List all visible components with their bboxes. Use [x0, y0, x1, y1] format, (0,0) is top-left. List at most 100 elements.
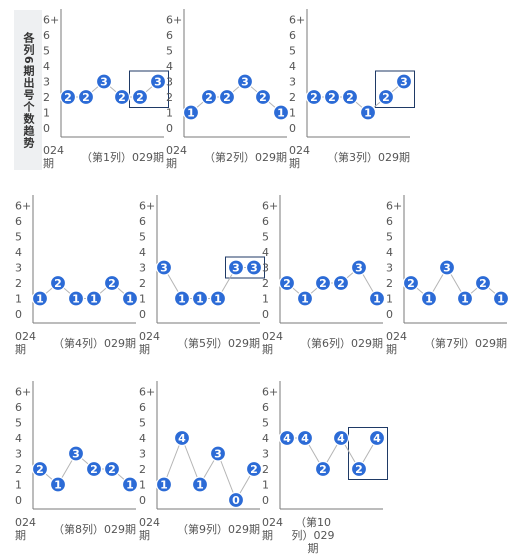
data-point [368, 290, 386, 307]
x-start-label: 024 期 [386, 330, 407, 356]
y-tick-label: 5 [139, 231, 146, 244]
y-tick-label: 5 [43, 45, 50, 58]
data-point [31, 290, 49, 307]
data-point-label: 2 [54, 277, 62, 290]
y-tick-label: 5 [262, 417, 269, 430]
data-point [254, 88, 272, 106]
data-point-label: 3 [443, 262, 451, 275]
y-tick-label: 4 [386, 246, 393, 259]
data-point-label: 1 [90, 293, 98, 306]
data-point [200, 88, 218, 106]
data-point [377, 88, 395, 106]
data-point-label: 1 [461, 293, 469, 306]
y-tick-label: 6 [289, 29, 296, 42]
y-tick-label: 6 [43, 29, 50, 42]
data-point-label: 1 [54, 479, 62, 492]
y-tick-label: 1 [139, 293, 146, 306]
y-tick-label: 6+ [15, 386, 31, 399]
recent-period-highlight [129, 70, 169, 108]
data-point-label: 3 [355, 262, 363, 275]
data-point-label: 2 [118, 91, 126, 104]
x-end-label: （第7列）029期 [424, 336, 507, 350]
data-point-label: 3 [241, 76, 249, 89]
data-point-label: 0 [232, 494, 240, 507]
y-tick-label: 0 [43, 122, 50, 135]
data-point [456, 290, 474, 307]
data-point-label: 2 [108, 463, 116, 476]
y-tick-label: 0 [139, 308, 146, 321]
y-tick-label: 3 [139, 448, 146, 461]
y-tick-label: 2 [15, 463, 22, 476]
data-point [323, 88, 341, 106]
data-point-label: 2 [310, 91, 318, 104]
data-point-label: 2 [223, 91, 231, 104]
data-point [359, 104, 377, 121]
y-tick-label: 0 [15, 308, 22, 321]
y-tick-label: 4 [15, 432, 22, 445]
x-start-label: 024 期 [262, 516, 283, 542]
y-tick-label: 0 [166, 122, 173, 135]
y-tick-label: 0 [289, 122, 296, 135]
y-tick-label: 6+ [139, 200, 155, 213]
recent-period-highlight [348, 427, 388, 480]
data-point [305, 88, 323, 106]
chart-side-title: 各列6期出号个数趋势 [14, 10, 42, 170]
y-tick-label: 5 [289, 45, 296, 58]
y-tick-label: 6 [15, 215, 22, 228]
y-tick-label: 6 [262, 215, 269, 228]
data-point [59, 88, 77, 106]
data-point-label: 2 [205, 91, 213, 104]
y-tick-label: 5 [386, 231, 393, 244]
data-point [182, 104, 200, 121]
data-point-label: 2 [346, 91, 354, 104]
recent-period-highlight [225, 256, 265, 279]
data-point-label: 3 [160, 262, 168, 275]
y-tick-label: 4 [262, 432, 269, 445]
x-end-label: （第3列）029期 [327, 150, 410, 164]
x-end-label: （第5列）029期 [177, 336, 260, 350]
y-tick-label: 6+ [15, 200, 31, 213]
data-point [121, 290, 139, 307]
data-point [278, 274, 296, 292]
y-tick-label: 4 [139, 246, 146, 259]
data-point-label: 1 [178, 293, 186, 306]
y-tick-label: 0 [386, 308, 393, 321]
data-point-label: 2 [337, 277, 345, 290]
data-point-label: 1 [364, 107, 372, 120]
data-point-label: 1 [497, 293, 505, 306]
x-start-label: 024 期 [139, 516, 160, 542]
data-point [49, 476, 67, 493]
data-point-label: 1 [214, 293, 222, 306]
data-point [85, 460, 103, 478]
data-point-label: 2 [479, 277, 487, 290]
data-point-label: 1 [72, 293, 80, 306]
data-point-label: 3 [100, 76, 108, 89]
data-point [67, 445, 85, 462]
data-point [155, 476, 173, 493]
data-point-label: 1 [126, 293, 134, 306]
data-point-label: 3 [154, 76, 162, 89]
data-point-label: 1 [187, 107, 195, 120]
y-tick-label: 1 [139, 479, 146, 492]
x-start-label: 024 期 [289, 144, 310, 170]
y-tick-label: 1 [262, 293, 269, 306]
data-point [67, 290, 85, 307]
y-tick-label: 6+ [166, 14, 182, 27]
data-point [227, 491, 245, 509]
y-tick-label: 5 [166, 45, 173, 58]
data-point-label: 4 [178, 432, 186, 445]
data-point-label: 3 [400, 76, 408, 89]
data-point [245, 259, 263, 276]
data-point [332, 429, 350, 447]
y-tick-label: 6 [166, 29, 173, 42]
data-point [191, 290, 209, 307]
y-tick-label: 4 [166, 60, 173, 73]
x-end-label: （第10 列）029 期 [292, 515, 335, 555]
data-point [296, 290, 314, 307]
x-end-label: （第6列）029期 [300, 336, 383, 350]
data-point [395, 73, 413, 90]
